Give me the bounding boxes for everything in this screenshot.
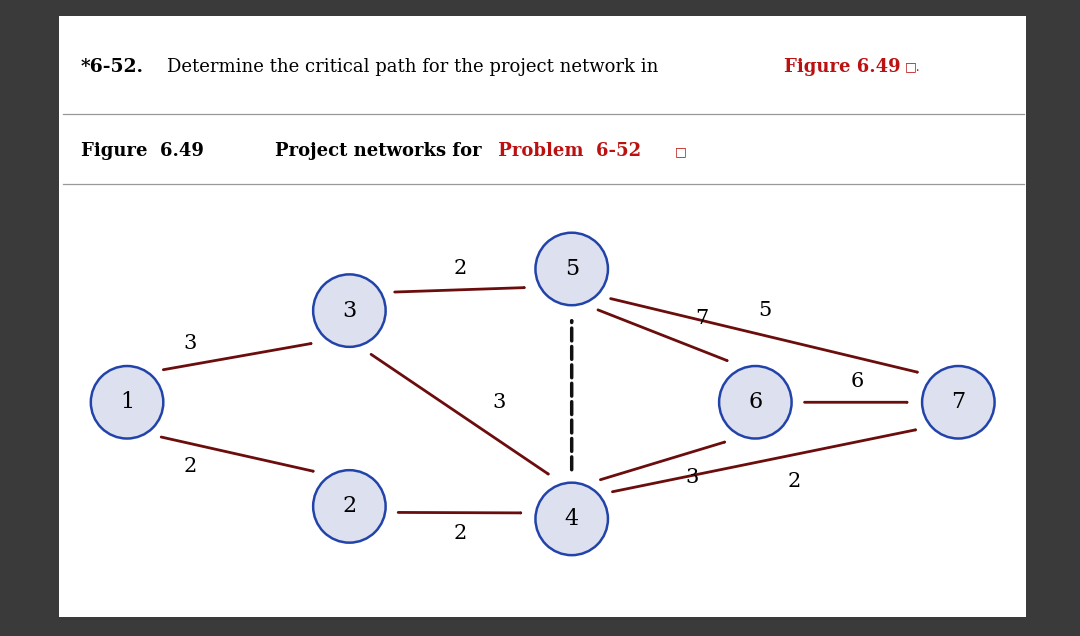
Text: □.: □. — [905, 60, 920, 73]
Text: 3: 3 — [184, 335, 197, 354]
Text: 2: 2 — [787, 472, 800, 491]
Ellipse shape — [536, 233, 608, 305]
Ellipse shape — [536, 483, 608, 555]
FancyArrowPatch shape — [163, 343, 311, 370]
FancyArrowPatch shape — [612, 430, 916, 492]
Ellipse shape — [91, 366, 163, 438]
Text: 2: 2 — [342, 495, 356, 518]
FancyBboxPatch shape — [59, 16, 1026, 617]
Text: 2: 2 — [454, 524, 468, 543]
Text: 6: 6 — [748, 391, 762, 413]
Text: 7: 7 — [696, 310, 708, 328]
Text: □: □ — [675, 145, 687, 158]
Text: *6-52.: *6-52. — [81, 58, 144, 76]
FancyArrowPatch shape — [600, 442, 725, 480]
Text: 2: 2 — [454, 259, 468, 279]
Text: Determine the critical path for the project network in: Determine the critical path for the proj… — [167, 58, 659, 76]
Text: 7: 7 — [951, 391, 966, 413]
Text: 3: 3 — [686, 467, 699, 487]
FancyArrowPatch shape — [161, 437, 313, 471]
FancyArrowPatch shape — [598, 310, 727, 361]
Text: 6: 6 — [850, 372, 864, 391]
Text: Figure  6.49: Figure 6.49 — [81, 142, 216, 160]
Text: 4: 4 — [565, 508, 579, 530]
Ellipse shape — [313, 470, 386, 543]
Ellipse shape — [719, 366, 792, 438]
Text: 5: 5 — [758, 301, 771, 320]
Text: 5: 5 — [565, 258, 579, 280]
Text: Figure 6.49: Figure 6.49 — [784, 58, 901, 76]
Text: Problem  6-52: Problem 6-52 — [492, 142, 642, 160]
Ellipse shape — [313, 274, 386, 347]
Text: 1: 1 — [120, 391, 134, 413]
FancyArrowPatch shape — [372, 354, 549, 474]
Text: Project networks for: Project networks for — [275, 142, 482, 160]
Text: 2: 2 — [184, 457, 197, 476]
Text: 3: 3 — [342, 300, 356, 322]
Ellipse shape — [922, 366, 995, 438]
FancyArrowPatch shape — [610, 298, 917, 372]
FancyArrowPatch shape — [394, 287, 524, 292]
Text: 3: 3 — [492, 393, 505, 411]
